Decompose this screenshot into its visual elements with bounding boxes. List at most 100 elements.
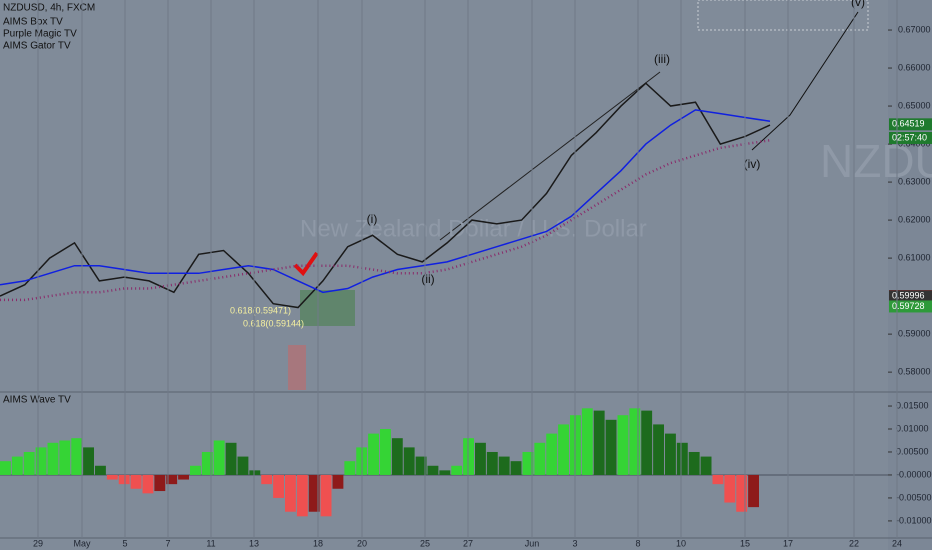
series-line (0, 109, 771, 294)
wave-label: (i) (367, 212, 378, 226)
histogram-bar (653, 424, 664, 475)
histogram-bar (35, 447, 47, 475)
price-badge (889, 118, 932, 131)
price-badge-label: 0.64519 (892, 119, 925, 129)
fib-label: 0.618(0.59144) (243, 318, 304, 328)
wave-label: (iv) (744, 157, 761, 171)
wave-label: (v) (851, 0, 865, 9)
histogram-bar (261, 474, 273, 485)
histogram-bar (320, 474, 332, 517)
histogram-bar (534, 442, 546, 475)
target-box (697, 0, 869, 31)
time-label: May (73, 538, 91, 548)
histogram-bar (380, 429, 391, 475)
histogram-bar (641, 410, 653, 475)
time-label: 13 (249, 538, 259, 548)
histogram-bar (201, 451, 213, 475)
indicator-name: Purple Magic TV (3, 29, 77, 40)
projection-line (751, 11, 859, 151)
time-label: 5 (122, 538, 127, 548)
price-axis-bg (888, 0, 932, 550)
fib-label: 0.618(0.59471) (230, 305, 291, 315)
time-label: 10 (676, 538, 686, 548)
histogram-bar (368, 433, 379, 475)
y-tick-label: 0.01500 (896, 400, 929, 410)
histogram-bar (439, 470, 451, 475)
histogram-bar (605, 419, 617, 475)
histogram-bar (71, 438, 83, 475)
histogram-bar (344, 461, 356, 475)
histogram-bar (332, 474, 344, 489)
histogram-bar (451, 465, 463, 475)
main-chart: 0.670000.660000.650000.640000.630000.620… (0, 24, 932, 377)
histogram-bar (190, 465, 201, 475)
y-tick-label: 0.00500 (896, 446, 929, 456)
histogram-bar (629, 408, 641, 475)
time-label: 11 (206, 538, 215, 548)
histogram-bar (178, 474, 189, 480)
panel-title: AIMS Wave TV (3, 395, 71, 406)
y-tick-label: 0.63000 (898, 176, 931, 186)
time-label: 3 (572, 538, 577, 548)
time-label: 29 (33, 538, 43, 548)
histogram-bar (23, 451, 35, 475)
price-badge-label: 02:57:40 (892, 132, 927, 142)
histogram-bar (593, 410, 605, 475)
time-label: 22 (849, 538, 859, 548)
histogram-bar (285, 474, 296, 512)
histogram-bar (748, 474, 759, 508)
price-badge (889, 131, 932, 144)
time-label: 17 (783, 538, 793, 548)
price-badge (889, 290, 932, 303)
histogram-bar (700, 456, 712, 475)
histogram-bar (415, 456, 427, 475)
histogram-bar (736, 474, 748, 512)
histogram-bar (617, 415, 629, 475)
y-tick-label: 0.01000 (896, 423, 929, 433)
y-tick-label: 0.67000 (898, 24, 931, 34)
histogram-bar (166, 474, 178, 485)
histogram-bar (724, 474, 736, 503)
wave-panel: 0.01500 0.01000 0.00500 -0.00000 -0.00500 -0.… (0, 400, 932, 525)
histogram-bar (558, 424, 569, 475)
histogram-bar (486, 451, 498, 475)
y-tick-label: 0.65000 (898, 100, 931, 110)
time-label: 20 (357, 538, 367, 548)
y-tick-label: 0.61000 (898, 252, 931, 262)
indicator-name: AIMS Gator TV (3, 41, 71, 52)
histogram-bar (475, 442, 486, 475)
time-label: 27 (463, 538, 473, 548)
wave-label: (iii) (654, 52, 670, 66)
time-label: 15 (740, 538, 750, 548)
series-line (0, 139, 771, 302)
series-line (0, 82, 771, 309)
time-label: 8 (635, 538, 640, 548)
histogram-bar (522, 451, 534, 475)
y-tick-label: 0.62000 (898, 214, 931, 224)
histogram-bar (498, 456, 510, 475)
histogram-bar (237, 456, 249, 475)
histogram-bar (510, 461, 522, 475)
histogram-bar (118, 474, 130, 485)
check-mark (293, 251, 319, 277)
histogram-bar (581, 408, 593, 475)
histogram-bar (225, 442, 237, 475)
histogram-bar (95, 465, 106, 475)
histogram-bar (463, 438, 474, 475)
histogram-bar (391, 438, 403, 475)
time-label: Jun (525, 538, 540, 548)
y-tick-label: 0.59000 (898, 328, 931, 338)
histogram-bar (0, 461, 11, 475)
symbol: NZDUSD, 4h, FXCM (3, 3, 95, 14)
y-tick-label: 0.66000 (898, 62, 931, 72)
histogram-bar (546, 433, 558, 475)
histogram-bar (154, 474, 166, 492)
stop-zone (288, 345, 306, 390)
histogram-bar (308, 474, 320, 512)
time-label: 18 (313, 538, 323, 548)
histogram-bar (59, 440, 71, 475)
histogram-bar (688, 451, 700, 475)
histogram-bar (273, 474, 284, 498)
buy-zone (300, 290, 355, 326)
